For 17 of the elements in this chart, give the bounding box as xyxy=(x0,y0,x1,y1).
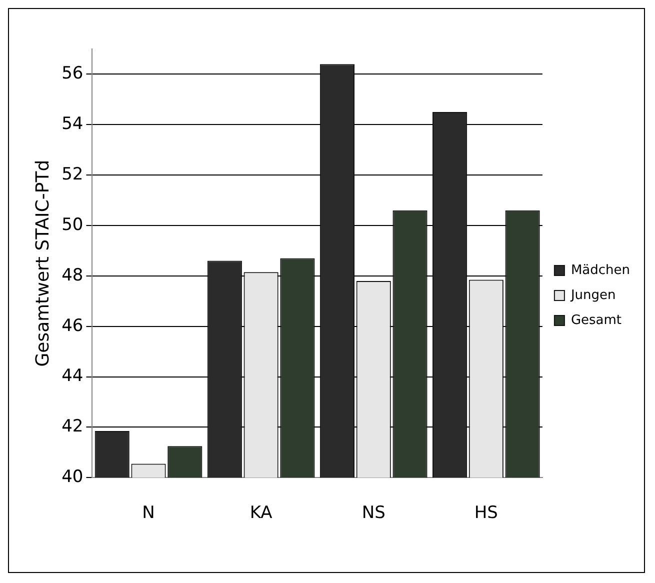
y-tick-label: 40 xyxy=(62,467,84,488)
y-tick-label: 52 xyxy=(62,164,84,184)
y-tick-label: 42 xyxy=(62,416,84,437)
x-tick-label: N xyxy=(142,503,155,524)
legend-label: Gesamt xyxy=(570,312,622,328)
legend-label: Mädchen xyxy=(570,262,630,278)
y-axis-title: Gesamtwert STAIC-PTd xyxy=(32,160,54,367)
y-tick-label: 50 xyxy=(62,214,84,235)
x-tick-label: HS xyxy=(474,503,498,524)
x-tick-label: KA xyxy=(250,503,273,524)
y-tick-label: 44 xyxy=(62,366,84,386)
y-tick-label: 56 xyxy=(62,64,84,84)
x-tick-label: NS xyxy=(362,503,386,524)
legend-label: Jungen xyxy=(570,288,616,303)
y-tick-label: 54 xyxy=(62,114,84,134)
y-tick-label: 46 xyxy=(62,316,84,336)
y-tick-label: 48 xyxy=(62,265,84,286)
